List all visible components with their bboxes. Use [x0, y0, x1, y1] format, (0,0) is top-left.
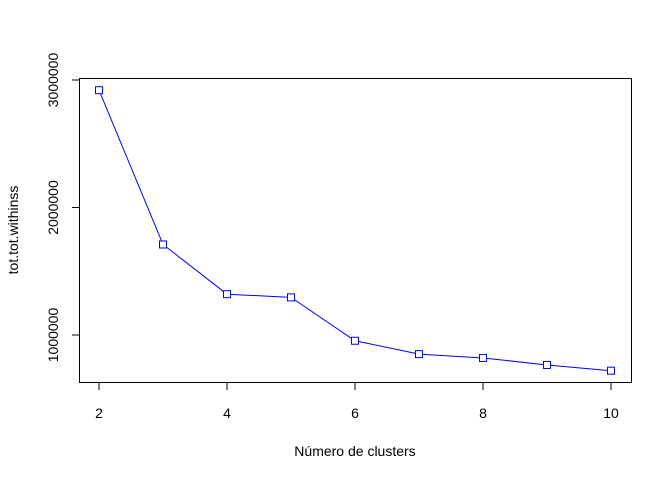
x-tick-label: 6: [351, 405, 359, 421]
data-points: [95, 86, 615, 375]
data-point: [351, 336, 359, 345]
y-axis-title: tot.tot.withinss: [5, 186, 21, 275]
y-tick-label: 1000000: [45, 308, 61, 363]
data-point: [159, 240, 167, 249]
data-point: [479, 353, 487, 362]
y-axis: 1000000 2000000 3000000: [45, 53, 80, 363]
data-point: [95, 86, 103, 95]
x-tick-label: 10: [603, 405, 619, 421]
x-tick-label: 2: [95, 405, 103, 421]
data-point: [415, 350, 423, 359]
x-axis-title: Número de clusters: [294, 443, 415, 459]
x-axis: 2 4 6 8 10: [95, 382, 619, 421]
x-tick-label: 4: [223, 405, 231, 421]
data-point: [543, 360, 551, 369]
data-point: [223, 290, 231, 299]
series-line: [98, 90, 612, 372]
data-point: [287, 293, 295, 302]
data-point: [607, 366, 615, 375]
y-tick-label: 3000000: [45, 53, 61, 108]
x-tick-label: 8: [479, 405, 487, 421]
y-tick-label: 2000000: [45, 180, 61, 235]
